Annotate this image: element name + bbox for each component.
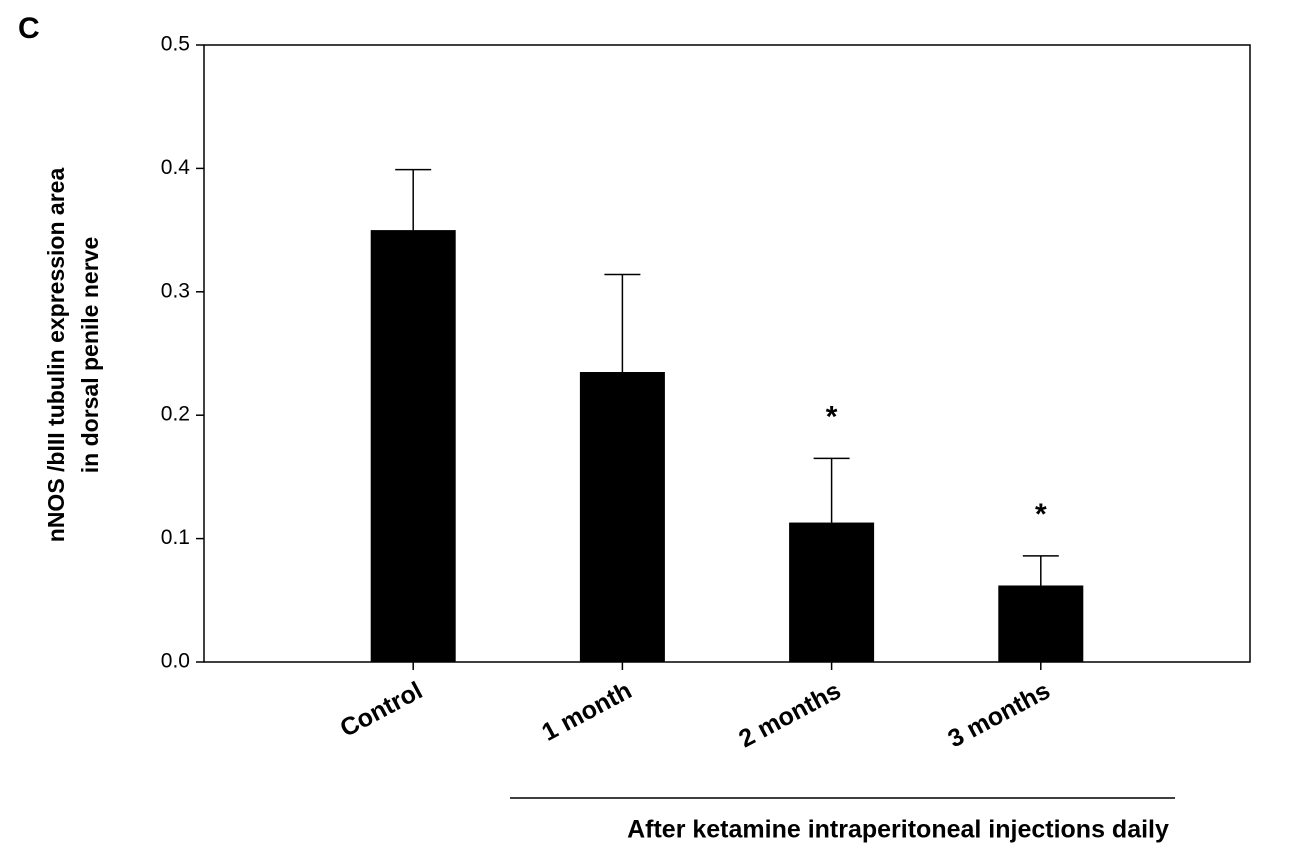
bar <box>370 230 456 662</box>
bar <box>998 585 1084 662</box>
x-tick-label: 1 month <box>537 676 636 746</box>
y-tick-label: 0.2 <box>161 403 190 426</box>
bar <box>579 372 665 662</box>
y-axis-title-line: nNOS /bIII tubulin expression area <box>43 168 69 543</box>
y-tick-label: 0.4 <box>161 156 191 179</box>
y-axis-title: nNOS /bIII tubulin expression area in do… <box>43 168 103 543</box>
y-tick-label: 0.5 <box>161 33 190 56</box>
bar <box>789 522 875 662</box>
y-axis-title-line: in dorsal penile nerve <box>77 237 103 473</box>
y-tick-label: 0.3 <box>161 279 190 302</box>
significance-marker: * <box>826 400 838 433</box>
x-tick-label: 2 months <box>734 676 845 753</box>
y-tick-label: 0.1 <box>161 526 190 549</box>
group-label: After ketamine intraperitoneal injection… <box>627 816 1169 844</box>
significance-marker: * <box>1035 498 1047 531</box>
panel-label: C <box>18 12 40 45</box>
y-tick-label: 0.0 <box>161 650 190 673</box>
x-tick-label: 3 months <box>943 676 1054 753</box>
x-tick-label: Control <box>336 676 428 742</box>
plot-frame <box>203 44 1251 663</box>
